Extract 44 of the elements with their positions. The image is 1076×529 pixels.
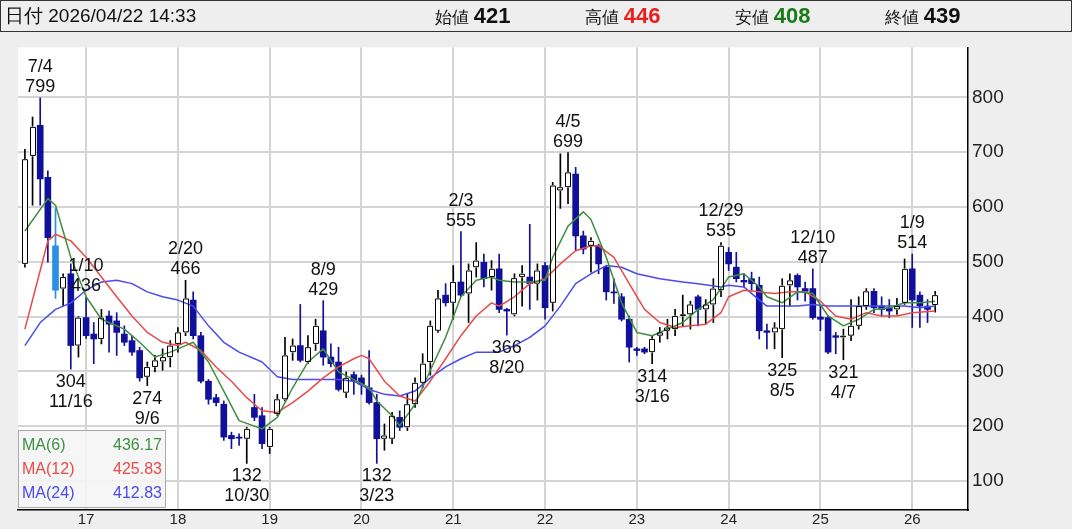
annotation: 4/5 699 [552, 110, 584, 151]
annotation: 304 11/16 [48, 371, 93, 412]
x-tick-label: 19 [261, 510, 279, 528]
text: 安値 408 [735, 3, 812, 29]
y-tick-label: 600 [972, 195, 1004, 217]
candlestick [518, 265, 526, 307]
x-tick-label: 20 [353, 510, 370, 528]
x-tick-label: 18 [169, 510, 187, 528]
y-tick-label: 300 [972, 359, 1004, 381]
text: 終値 439 [885, 3, 962, 29]
x-tick-label: 23 [628, 510, 646, 528]
x-tick-label: 21 [444, 510, 462, 528]
y-tick-label: 500 [972, 249, 1004, 271]
candlestick [587, 237, 595, 273]
y-tick-label: 400 [972, 304, 1004, 326]
text: MA(12) 425.83 [22, 460, 162, 477]
text: 高値 446 [585, 3, 662, 29]
text: MA(6) 436.17 [22, 436, 162, 453]
text: MA(24) 412.83 [22, 484, 162, 501]
y-tick-label: 200 [972, 414, 1004, 436]
annotation: 1/9 514 [897, 212, 928, 252]
x-tick-label: 22 [536, 510, 554, 528]
annotation: 7/4 799 [25, 55, 56, 96]
annotation: 132 10/30 [224, 465, 270, 506]
y-tick-label: 700 [972, 140, 1004, 162]
annotation: 12/10 487 [790, 226, 836, 267]
x-tick-label: 17 [77, 510, 95, 528]
annotation: 2/20 466 [168, 238, 204, 279]
chart-title: 日付 2026/04/22 14:33 [5, 4, 198, 28]
annotation: 8/9 429 [308, 258, 339, 299]
candlestick [472, 242, 480, 278]
x-tick-label: 25 [812, 510, 829, 528]
x-tick-label: 26 [903, 510, 921, 528]
annotation: 12/29 535 [698, 200, 744, 241]
annotation: 274 9/6 [132, 387, 163, 428]
x-tick-label: 24 [720, 510, 737, 528]
annotation: 132 3/23 [359, 465, 395, 506]
annotation: 314 3/16 [634, 365, 670, 406]
annotation: 321 4/7 [828, 361, 859, 402]
text: 始値 421 [435, 3, 512, 29]
y-tick-label: 100 [972, 469, 1004, 491]
annotation: 325 8/5 [767, 359, 798, 400]
y-tick-label: 800 [972, 85, 1004, 107]
annotation: 2/3 555 [445, 189, 476, 230]
